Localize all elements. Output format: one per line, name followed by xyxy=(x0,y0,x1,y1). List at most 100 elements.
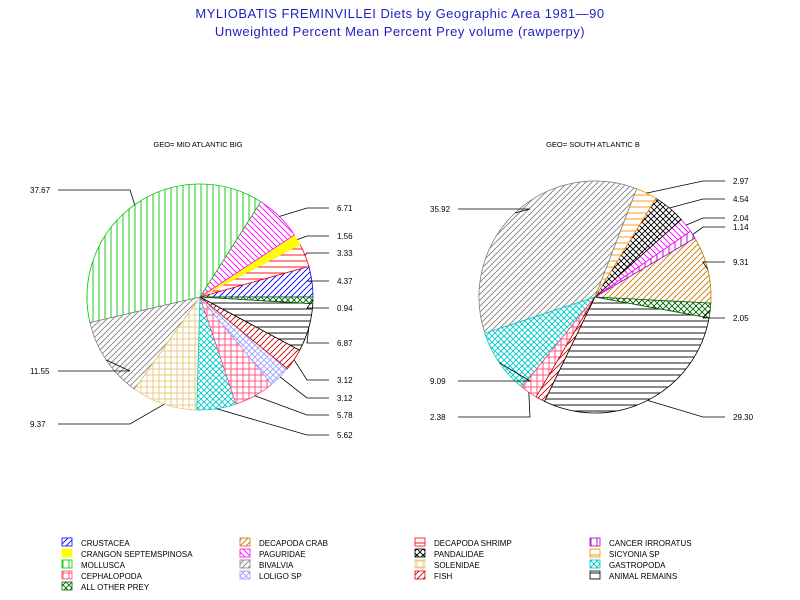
legend-item-mollusca: MOLLUSCA xyxy=(61,559,126,570)
legend-swatch xyxy=(239,537,251,547)
data-label: 3.12 xyxy=(337,376,353,385)
data-label: 2.97 xyxy=(733,177,749,186)
data-label: 5.62 xyxy=(337,431,353,440)
legend-label: CANCER IRRORATUS xyxy=(609,539,692,548)
data-label: 29.30 xyxy=(733,413,754,422)
data-label: 3.12 xyxy=(337,394,353,403)
legend-item-pandalidae: PANDALIDAE xyxy=(414,548,484,559)
legend-swatch xyxy=(61,548,73,558)
legend-swatch xyxy=(414,548,426,558)
legend-swatch xyxy=(414,570,426,580)
chart-subtitle: Unweighted Percent Mean Percent Prey vol… xyxy=(214,24,586,39)
legend-swatch xyxy=(239,570,251,580)
legend-item-decapoda-crab: DECAPODA CRAB xyxy=(239,537,328,548)
legend-label: DECAPODA SHRIMP xyxy=(434,539,512,548)
legend-swatch xyxy=(589,548,601,558)
leader-line xyxy=(254,395,329,416)
data-label: 1.56 xyxy=(337,232,353,241)
leader-line xyxy=(702,310,725,319)
leader-line xyxy=(279,376,329,399)
legend-item-fish: FISH xyxy=(414,570,452,581)
legend-item-decapoda-shrimp: DECAPODA SHRIMP xyxy=(414,537,512,548)
data-label: 6.87 xyxy=(337,339,353,348)
legend-item-solenidae: SOLENIDAE xyxy=(414,559,480,570)
legend-label: CEPHALOPODA xyxy=(81,572,143,581)
legend-swatch xyxy=(589,537,601,547)
legend-label: BIVALVIA xyxy=(259,561,294,570)
leader-line xyxy=(669,198,725,209)
legend: CRUSTACEA DECAPODA CRAB DECAPODA SHRIMP CAN… xyxy=(61,537,692,592)
leader-line xyxy=(306,300,329,309)
legend-swatch xyxy=(414,537,426,547)
legend-item-crangon-septemspinosa: CRANGON SEPTEMSPINOSA xyxy=(61,548,193,559)
data-label: 5.78 xyxy=(337,411,353,420)
leader-line xyxy=(58,359,131,372)
data-label: 3.33 xyxy=(337,249,353,258)
data-label: 37.67 xyxy=(30,186,51,195)
leader-line xyxy=(304,252,329,256)
leader-line xyxy=(685,217,725,226)
legend-swatch xyxy=(61,570,73,580)
legend-item-crustacea: CRUSTACEA xyxy=(61,537,130,548)
data-label: 9.31 xyxy=(733,258,749,267)
legend-swatch xyxy=(61,559,73,569)
leader-line xyxy=(702,261,725,270)
leader-line xyxy=(306,327,329,344)
legend-label: MOLLUSCA xyxy=(81,561,126,570)
legend-swatch xyxy=(589,570,601,580)
slice-bivalvia xyxy=(89,296,201,390)
data-label: 2.38 xyxy=(430,413,446,422)
data-label: 35.92 xyxy=(430,205,451,214)
legend-label: GASTROPODA xyxy=(609,561,666,570)
data-label: 11.55 xyxy=(30,367,50,376)
legend-item-bivalvia: BIVALVIA xyxy=(239,559,294,570)
data-label: 4.37 xyxy=(337,277,353,286)
pie-geo-south-atlantic-b: GEO= SOUTH ATLANTIC B 2.97 4.54 2.041.14 9.3… xyxy=(430,140,754,422)
data-label: 2.04 xyxy=(733,214,749,223)
legend-label: DECAPODA CRAB xyxy=(259,539,328,548)
legend-label: FISH xyxy=(434,572,452,581)
data-label: 4.54 xyxy=(733,195,749,204)
leader-line xyxy=(647,400,725,418)
leader-line xyxy=(692,226,725,235)
legend-swatch xyxy=(589,559,601,569)
legend-item-animal-remains: ANIMAL REMAINS xyxy=(589,570,677,581)
legend-item-loligo-sp: LOLIGO SP xyxy=(239,570,302,581)
data-label: 0.94 xyxy=(337,304,353,313)
legend-label: CRANGON SEPTEMSPINOSA xyxy=(81,550,193,559)
leader-line xyxy=(458,392,531,418)
legend-swatch xyxy=(239,548,251,558)
legend-swatch xyxy=(414,559,426,569)
leader-line xyxy=(306,280,329,282)
leader-line xyxy=(58,403,165,425)
legend-swatch xyxy=(239,559,251,569)
legend-label: PANDALIDAE xyxy=(434,550,484,559)
legend-label: PAGURIDAE xyxy=(259,550,306,559)
data-label: 1.14 xyxy=(733,223,749,232)
legend-item-sicyonia-sp: SICYONIA SP xyxy=(589,548,660,559)
chart-title: MYLIOBATIS FREMINVILLEI Diets by Geograp… xyxy=(195,6,605,21)
legend-label: CRUSTACEA xyxy=(81,539,130,548)
pie-title: GEO= SOUTH ATLANTIC B xyxy=(546,140,640,149)
legend-label: LOLIGO SP xyxy=(259,572,302,581)
leader-line xyxy=(58,189,136,205)
data-label: 9.09 xyxy=(430,377,446,386)
legend-swatch xyxy=(61,537,73,547)
leader-line xyxy=(279,207,329,217)
data-label: 2.05 xyxy=(733,314,749,323)
legend-item-cancer-irroratus: CANCER IRRORATUS xyxy=(589,537,692,548)
legend-label: ANIMAL REMAINS xyxy=(609,572,677,581)
legend-label: SICYONIA SP xyxy=(609,550,660,559)
pie-geo-mid-atlantic-big: GEO= MID ATLANTIC BIG 4.37 3.33 1.56 6.71 37.… xyxy=(30,140,353,440)
slice-mollusca xyxy=(86,183,262,324)
legend-label: SOLENIDAE xyxy=(434,561,480,570)
pie-title: GEO= MID ATLANTIC BIG xyxy=(153,140,242,149)
leader-line xyxy=(293,359,329,381)
legend-swatch xyxy=(61,581,73,591)
legend-label: ALL OTHER PREY xyxy=(81,583,150,592)
legend-item-gastropoda: GASTROPODA xyxy=(589,559,666,570)
data-label: 9.37 xyxy=(30,420,46,429)
leader-line xyxy=(216,408,329,436)
legend-item-all-other-prey: ALL OTHER PREY xyxy=(61,581,150,592)
